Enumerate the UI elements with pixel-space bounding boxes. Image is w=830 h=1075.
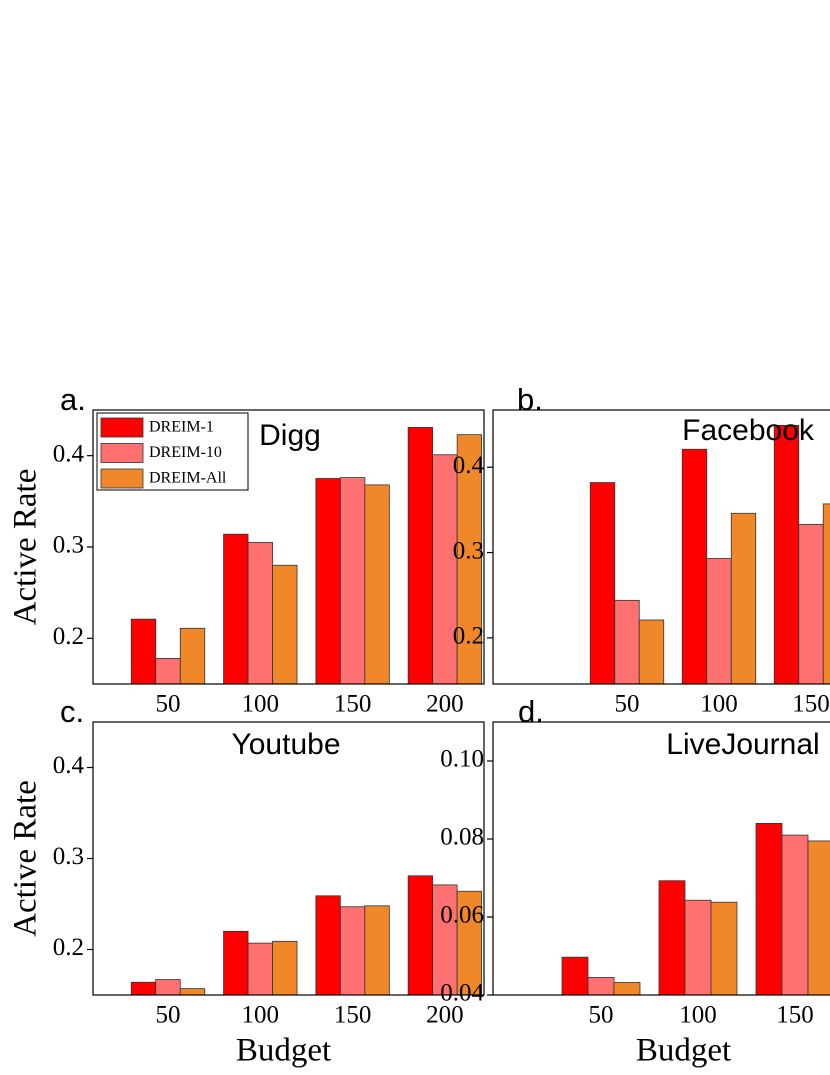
bar (315, 895, 341, 996)
bar (561, 956, 589, 996)
x-tick-label: 150 (334, 691, 372, 718)
bar (587, 977, 615, 996)
y-tick-label: 0.04 (440, 980, 484, 1007)
bar (272, 564, 298, 685)
panel-label: b. (517, 382, 543, 417)
bar (339, 906, 366, 996)
y-tick-label: 0.2 (53, 934, 84, 961)
bar (315, 478, 341, 685)
bar (155, 979, 181, 996)
y-tick-label: 0.2 (53, 623, 84, 650)
y-axis-label: Active Rate (8, 780, 44, 937)
x-tick-label: 50 (156, 691, 181, 718)
panel-title: Facebook (682, 414, 815, 447)
x-tick-label: 100 (242, 691, 280, 718)
bar (589, 482, 616, 685)
y-tick-label: 0.06 (440, 902, 484, 929)
x-tick-label: 50 (156, 1002, 181, 1029)
y-tick-label: 0.10 (440, 746, 484, 773)
panel-title: Youtube (231, 728, 340, 761)
bar (407, 426, 434, 685)
bar (456, 434, 483, 685)
x-tick-label: 100 (679, 1002, 717, 1029)
y-tick-label: 0.08 (440, 824, 484, 851)
bar (807, 840, 830, 996)
bar (247, 542, 273, 685)
x-axis-label: Budget (236, 1033, 331, 1069)
bar (179, 627, 206, 685)
y-tick-label: 0.3 (53, 843, 84, 870)
y-axis-label: Active Rate (8, 469, 44, 626)
bar (613, 982, 641, 996)
bar (730, 512, 757, 685)
x-tick-label: 100 (700, 691, 738, 718)
x-tick-label: 100 (242, 1002, 280, 1029)
legend-swatch (100, 443, 144, 463)
bar (339, 477, 366, 685)
legend-label: DREIM-All (149, 470, 227, 487)
bar (658, 880, 686, 996)
bar (407, 875, 434, 996)
panel-title: Digg (259, 419, 321, 452)
bar (456, 890, 483, 996)
y-tick-label: 0.3 (453, 537, 484, 564)
x-tick-label: 150 (776, 1002, 814, 1029)
y-tick-label: 0.2 (453, 623, 484, 650)
x-tick-label: 150 (792, 691, 830, 718)
bar (638, 619, 665, 685)
bar (755, 823, 783, 996)
x-tick-label: 150 (334, 1002, 372, 1029)
x-tick-label: 50 (615, 691, 640, 718)
panel-label: c. (60, 694, 84, 729)
bar (614, 599, 640, 685)
axes-frame (92, 409, 485, 685)
panel-label: a. (60, 382, 86, 417)
panel-label: d. (518, 694, 544, 729)
y-tick-label: 0.4 (453, 452, 485, 479)
bar (432, 454, 458, 685)
bar (364, 905, 390, 996)
bar (179, 988, 206, 996)
bar (781, 834, 809, 996)
bar (432, 884, 458, 996)
y-tick-label: 0.4 (53, 440, 85, 467)
x-tick-label: 200 (426, 691, 464, 718)
legend-swatch (100, 468, 144, 489)
bar (247, 942, 273, 996)
y-tick-label: 0.3 (53, 532, 84, 559)
bar (223, 930, 249, 996)
bar (681, 448, 708, 685)
legend-label: DREIM-10 (149, 444, 222, 461)
axes-frame (492, 409, 830, 685)
panel-title: LiveJournal (666, 728, 819, 761)
bar (130, 618, 157, 685)
bar (822, 503, 830, 685)
bar (773, 424, 800, 685)
x-axis-label: Budget (636, 1033, 731, 1069)
y-tick-label: 0.4 (53, 752, 85, 779)
bar (798, 523, 824, 685)
bar (223, 533, 249, 685)
bar (684, 899, 712, 996)
bar (710, 901, 738, 996)
x-tick-label: 200 (426, 1002, 464, 1029)
axes-frame (92, 721, 485, 996)
bar (155, 658, 181, 685)
legend-label: DREIM-1 (149, 419, 214, 436)
bar (706, 558, 732, 685)
bar (364, 484, 390, 685)
legend-swatch (100, 417, 144, 438)
x-tick-label: 50 (589, 1002, 614, 1029)
bar (130, 981, 157, 996)
axes-frame (492, 721, 830, 996)
bar (272, 940, 298, 996)
